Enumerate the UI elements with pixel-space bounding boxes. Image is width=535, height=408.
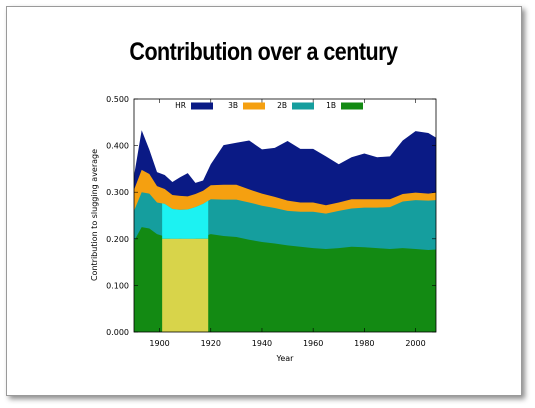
- area-1b: [134, 227, 436, 332]
- axes-group: 1900 1920 1940 1960 1980 2000 0.000 0.100 0.200 0…: [106, 95, 436, 348]
- legend-swatch-2b: [292, 102, 314, 110]
- legend-label-3b: 3B: [228, 101, 238, 110]
- x-tick-label: 1900: [149, 339, 169, 348]
- highlight-band-group: [162, 200, 209, 332]
- y-tick-label: 0.100: [106, 281, 129, 290]
- x-tick-label: 1940: [252, 339, 272, 348]
- legend: HR 3B 2B 1B: [175, 101, 363, 110]
- legend-swatch-3b: [243, 102, 265, 110]
- highlight-band-upper: [162, 200, 209, 239]
- x-tick-label: 2000: [405, 339, 425, 348]
- y-tick-label: 0.300: [106, 188, 129, 197]
- x-axis-label: Year: [276, 354, 295, 363]
- legend-label-hr: HR: [175, 101, 186, 110]
- y-tick-label: 0.000: [106, 328, 129, 337]
- legend-label-2b: 2B: [277, 101, 287, 110]
- legend-swatch-hr: [191, 102, 213, 110]
- legend-label-1b: 1B: [326, 101, 336, 110]
- highlight-band-lower: [162, 238, 209, 332]
- area-series-group: [134, 130, 436, 332]
- legend-swatch-1b: [341, 102, 363, 110]
- x-tick-label: 1960: [303, 339, 323, 348]
- y-axis-label: Contribution to slugging average: [90, 149, 99, 281]
- x-tick-label: 1920: [201, 339, 221, 348]
- slide-title: Contribution over a century: [129, 38, 398, 66]
- plot-border: [133, 98, 437, 333]
- y-tick-label: 0.200: [106, 235, 129, 244]
- y-tick-label: 0.400: [106, 142, 129, 151]
- y-tick-label: 0.500: [106, 95, 129, 104]
- x-tick-label: 1980: [354, 339, 374, 348]
